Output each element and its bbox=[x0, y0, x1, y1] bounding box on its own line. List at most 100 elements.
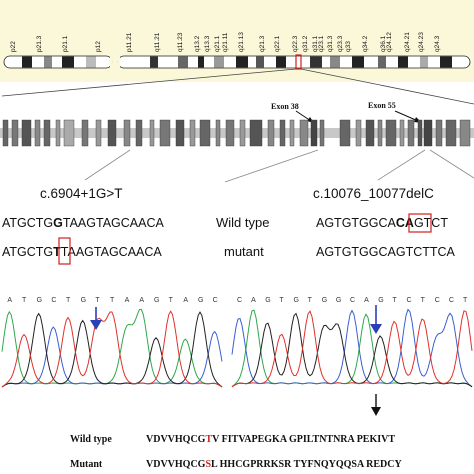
protein-arrow bbox=[371, 394, 381, 416]
chromosome-band bbox=[62, 56, 74, 68]
variant-left-label: c.6904+1G>T bbox=[40, 186, 123, 201]
chromatogram-right-base-7: G bbox=[336, 297, 341, 304]
chromosome-band bbox=[150, 56, 158, 68]
band-label-4: p11.21 bbox=[126, 32, 133, 52]
exon-block bbox=[339, 119, 351, 147]
band-label-extra-1: q31.2 bbox=[302, 35, 309, 52]
exon-block bbox=[225, 119, 235, 147]
band-label-3: p12 bbox=[95, 41, 102, 52]
band-label-10: q21.13 bbox=[238, 32, 245, 52]
band-label-14: q31.1 bbox=[312, 35, 319, 52]
protein-mutant-label: Mutant bbox=[70, 459, 103, 470]
exon-block bbox=[81, 119, 89, 147]
band-label-extra-6: q24.23 bbox=[418, 32, 425, 52]
band-label-0: p22 bbox=[10, 41, 17, 52]
right-wild-sequence: AGTGTGGCACAGTCT bbox=[316, 216, 448, 230]
chromosome-band bbox=[178, 56, 188, 68]
chromosome-band bbox=[22, 56, 32, 68]
chromosome-band bbox=[236, 56, 248, 68]
exon-block bbox=[55, 119, 61, 147]
chromatogram-right-trace-A bbox=[231, 309, 473, 388]
exon-block bbox=[289, 119, 295, 147]
band-label-12: q22.1 bbox=[274, 35, 281, 52]
chromatogram-left-base-0: A bbox=[7, 297, 12, 304]
chromatogram-left-base-12: A bbox=[183, 297, 188, 304]
chromatogram-right-arrow bbox=[370, 305, 382, 334]
band-label-13: q22.3 bbox=[292, 35, 299, 52]
chromosome-band bbox=[198, 56, 204, 68]
left-wild-sequence: ATGCTGGTAAGTAGCAACA bbox=[2, 216, 164, 230]
exon-38-label: Exon 38 bbox=[271, 102, 299, 111]
chromosome-band bbox=[214, 56, 224, 68]
exon-block bbox=[423, 119, 433, 147]
chromatogram-left-base-9: A bbox=[139, 297, 144, 304]
exon-block bbox=[385, 119, 397, 147]
chromosome-band bbox=[86, 56, 96, 68]
band-label-17: q34.2 bbox=[362, 35, 369, 52]
band-label-extra-5: q24.21 bbox=[404, 32, 411, 52]
chromatogram-left-base-13: G bbox=[198, 297, 203, 304]
band-label-7: q13.2 bbox=[194, 35, 201, 52]
chromatogram-right-base-16: T bbox=[463, 297, 468, 304]
exon-block bbox=[11, 119, 19, 147]
exon-block bbox=[249, 119, 263, 147]
exon-block bbox=[149, 119, 155, 147]
exon-block bbox=[239, 119, 246, 147]
exon-block bbox=[215, 119, 221, 147]
left-mutation-highlight bbox=[58, 237, 71, 265]
chromosome-band bbox=[276, 56, 286, 68]
exon-block bbox=[34, 119, 41, 147]
region-highlight-box bbox=[295, 54, 302, 70]
chromatogram-left-base-8: A bbox=[125, 297, 130, 304]
chromatogram-right-base-6: G bbox=[322, 297, 327, 304]
exon-block bbox=[199, 119, 211, 147]
right-mutant-sequence: AGTGTGGCAGTCTTCA bbox=[316, 245, 456, 259]
chromatogram-right-base-3: T bbox=[279, 297, 284, 304]
exon-block bbox=[459, 119, 471, 147]
chromosome-band bbox=[256, 56, 264, 68]
exon-55-arrow bbox=[394, 110, 419, 122]
chromosome-band bbox=[44, 56, 52, 68]
chromatogram-right-trace-C bbox=[231, 308, 473, 388]
exons bbox=[2, 119, 471, 147]
chromatogram-left-trace-C bbox=[1, 326, 223, 388]
ideogram-panel: p22 p21.3 p21.1 p12 p11.21 q11.21 q11.23 q13.2 q… bbox=[0, 0, 474, 82]
band-label-15: q31.3 bbox=[327, 35, 334, 52]
chromosome-band bbox=[352, 56, 364, 68]
exon-block bbox=[43, 119, 51, 147]
variant-callout-lines bbox=[84, 149, 474, 183]
exon-block bbox=[123, 119, 131, 147]
band-label-extra-3: q23.3 bbox=[337, 35, 344, 52]
exon-block bbox=[279, 119, 286, 147]
chromatogram-left-base-10: G bbox=[154, 297, 159, 304]
chromosome-band bbox=[420, 56, 428, 68]
chromatogram-left-base-3: C bbox=[51, 297, 56, 304]
exon-block bbox=[95, 119, 102, 147]
band-label-extra-4: q24.12 bbox=[386, 32, 393, 52]
variant-right-label: c.10076_10077delC bbox=[313, 186, 434, 201]
protein-mutant-sequence: VDVVHQCGSL HHCGPRRKSR TYFNQYQQSA REDCY bbox=[146, 459, 402, 470]
chromatogram-left-base-7: T bbox=[110, 297, 115, 304]
exon-block bbox=[2, 119, 9, 147]
chromatogram-left-trace-G bbox=[1, 311, 223, 388]
exon-block bbox=[267, 119, 275, 147]
chromatogram-right-base-4: G bbox=[294, 297, 299, 304]
chromatogram-right-trace-G bbox=[231, 312, 473, 388]
chromatogram-right-trace-T bbox=[231, 310, 473, 388]
chromatogram-right-base-13: T bbox=[421, 297, 426, 304]
centromere bbox=[110, 56, 120, 68]
chromosome-band bbox=[310, 56, 322, 68]
zoom-lines bbox=[1, 68, 474, 105]
chromatogram-left-base-2: G bbox=[37, 297, 42, 304]
chromatogram-left-trace-A bbox=[1, 308, 223, 388]
band-labels: p22 p21.3 p21.1 p12 p11.21 q11.21 q11.23 q13.2 q… bbox=[10, 32, 441, 52]
exon-block bbox=[407, 119, 415, 147]
exon-block bbox=[435, 119, 443, 147]
exon-block bbox=[399, 119, 405, 147]
band-label-2: p21.1 bbox=[62, 35, 69, 52]
chromatogram-left-base-11: T bbox=[169, 297, 174, 304]
exon-block bbox=[21, 119, 32, 147]
chromatogram-right-base-11: T bbox=[392, 297, 397, 304]
